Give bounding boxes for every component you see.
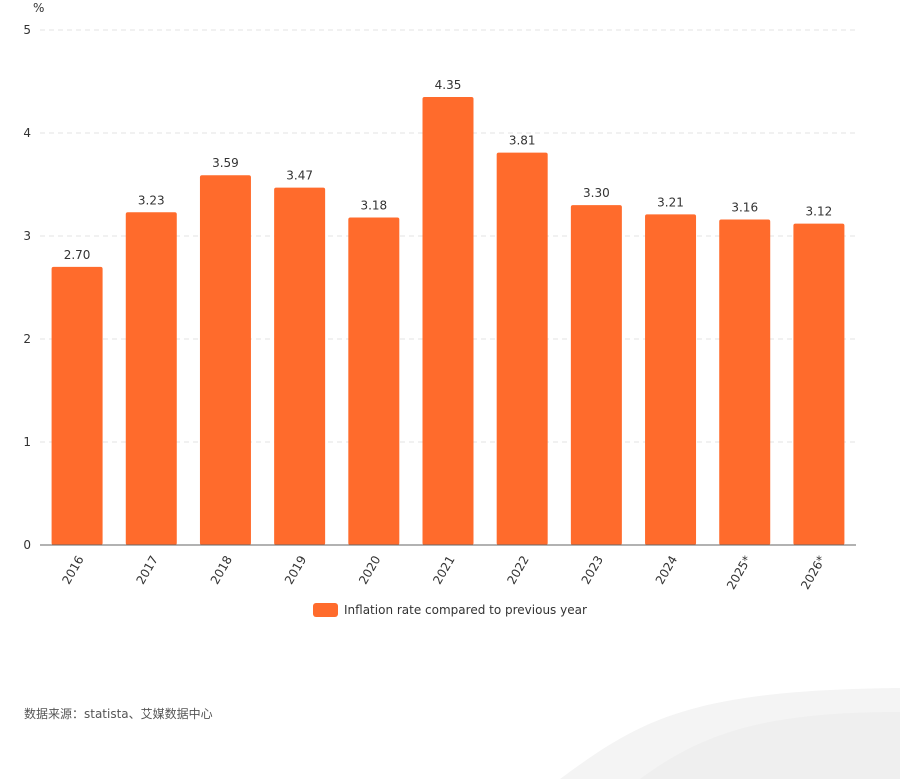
x-tick-label: 2023 — [579, 553, 606, 586]
y-unit-label: % — [33, 1, 44, 15]
bar — [570, 205, 622, 545]
y-tick-label: 2 — [23, 332, 31, 346]
legend-swatch — [313, 603, 338, 617]
x-tick-label: 2022 — [504, 553, 531, 586]
bar — [125, 212, 177, 545]
bar — [719, 219, 771, 545]
x-tick-label: 2021 — [430, 553, 457, 586]
data-label: 3.12 — [806, 205, 833, 219]
data-label: 4.35 — [435, 78, 462, 92]
x-tick-label: 2017 — [134, 553, 161, 586]
data-label: 3.23 — [138, 193, 165, 207]
bar — [645, 214, 697, 545]
x-tick-label: 2025* — [724, 553, 754, 592]
bars: 2.70 3.23 3.59 3.47 3.18 4.35 3.81 3.30 3.21 3.16… — [51, 78, 845, 546]
data-label: 3.47 — [286, 169, 313, 183]
y-tick-label: 5 — [23, 23, 31, 37]
data-label: 3.81 — [509, 134, 536, 148]
x-tick-label: 2020 — [356, 553, 383, 586]
bar — [422, 96, 474, 545]
bar-chart: 2.70 3.23 3.59 3.47 3.18 4.35 3.81 3.30 3.21 3.16… — [23, 1, 856, 592]
legend: Inflation rate compared to previous year — [313, 603, 587, 617]
x-tick-label: 2019 — [282, 553, 309, 586]
bar — [274, 187, 326, 545]
y-tick-label: 1 — [23, 435, 31, 449]
data-label: 3.30 — [583, 186, 610, 200]
data-label: 3.16 — [731, 201, 758, 215]
bar — [199, 175, 251, 546]
bar — [51, 266, 103, 545]
data-label: 2.70 — [64, 248, 91, 262]
bar — [348, 217, 400, 545]
data-label: 3.21 — [657, 195, 684, 209]
x-tick-label: 2018 — [208, 553, 235, 586]
y-tick-label: 3 — [23, 229, 31, 243]
x-tick-label: 2026* — [798, 553, 828, 592]
bar — [496, 152, 548, 545]
legend-label: Inflation rate compared to previous year — [344, 603, 587, 617]
source-note: 数据来源：statista、艾媒数据中心 — [24, 707, 213, 721]
x-tick-label: 2024 — [653, 553, 680, 586]
y-tick-label: 4 — [23, 126, 31, 140]
x-tick-label: 2016 — [59, 553, 86, 586]
bar — [793, 223, 845, 545]
y-tick-label: 0 — [23, 538, 31, 552]
data-label: 3.59 — [212, 156, 239, 170]
data-label: 3.18 — [360, 198, 387, 212]
